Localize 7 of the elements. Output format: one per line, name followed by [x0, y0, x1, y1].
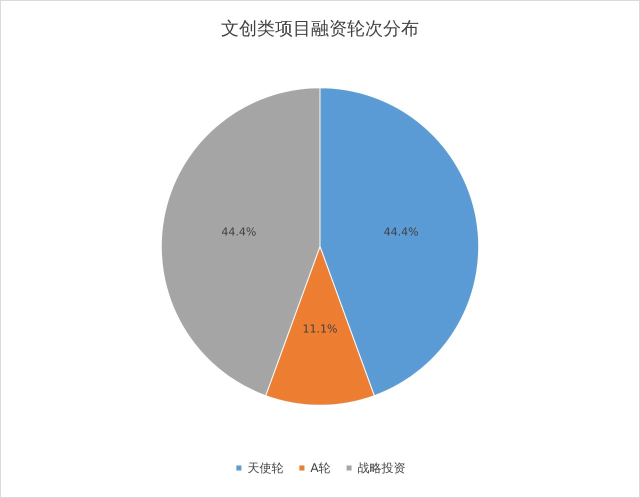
data-label: 44.4%: [221, 226, 256, 239]
legend-label: 战略投资: [358, 461, 406, 475]
legend-label: A轮: [310, 461, 331, 475]
data-label: 11.1%: [302, 322, 338, 336]
legend-label: 天使轮: [247, 461, 284, 475]
data-label: 44.4%: [384, 226, 419, 239]
chart-title: 文创类项目融资轮次分布: [221, 18, 419, 40]
